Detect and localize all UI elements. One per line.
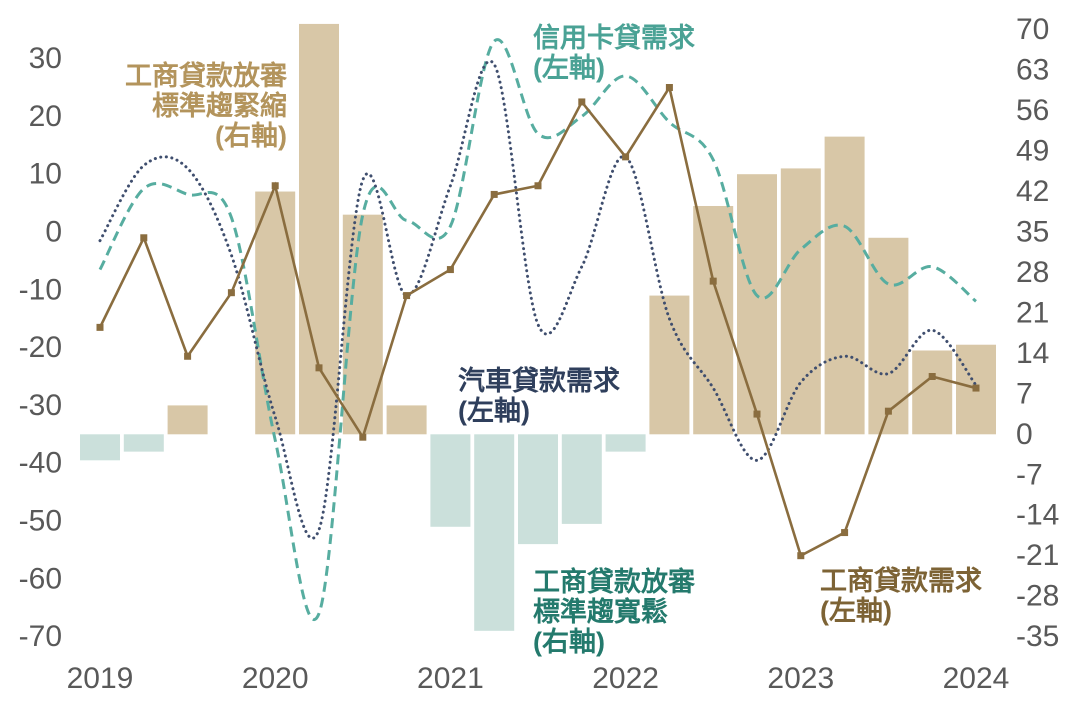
annotation-tightening: 工商貸款放審標準趨緊縮(右軸): [125, 60, 288, 151]
right-axis-tick: -35: [1016, 620, 1059, 653]
x-axis-tick: 2023: [767, 662, 834, 695]
right-axis-tick: 35: [1016, 216, 1049, 249]
bar-standards-tightening: [824, 136, 865, 435]
right-axis-tick: 42: [1016, 175, 1049, 208]
credit-card-demand-line: [98, 38, 977, 622]
right-axis-tick: 0: [1016, 418, 1033, 451]
ci-loan-demand-marker: [622, 153, 630, 161]
right-axis-tick: 49: [1016, 135, 1049, 168]
bar-standards-tightening: [649, 295, 690, 435]
left-axis-tick: -30: [19, 389, 62, 422]
ci-loan-demand-marker: [578, 98, 586, 106]
bar-standards-tightening: [780, 168, 821, 435]
bar-standards-easing: [605, 434, 646, 452]
right-axis-tick: -7: [1016, 458, 1043, 491]
ci-loan-demand-marker: [315, 364, 323, 372]
right-axis-tick: -14: [1016, 499, 1059, 532]
x-axis-tick: 2021: [417, 662, 484, 695]
bar-standards-easing: [430, 434, 471, 527]
ci-loan-demand-marker: [928, 373, 936, 380]
ci-loan-demand-marker: [96, 323, 104, 331]
left-axis-tick: 0: [45, 216, 62, 249]
bar-standards-easing: [123, 434, 164, 452]
x-axis-tick: 2020: [242, 662, 309, 695]
left-axis-tick: -60: [19, 562, 62, 595]
right-axis-tick: 70: [1016, 13, 1049, 46]
bar-standards-tightening: [299, 23, 339, 435]
ci-loan-demand-marker: [797, 552, 805, 560]
ci-loan-demand-marker: [841, 529, 849, 537]
ci-loan-demand-marker: [665, 84, 673, 91]
bar-standards-tightening: [386, 405, 427, 435]
ci-loan-demand-marker: [227, 289, 235, 297]
bar-standards-easing: [80, 434, 120, 461]
bar-standards-tightening: [912, 350, 953, 435]
right-axis-tick: 63: [1016, 54, 1049, 87]
right-axis-tick: -28: [1016, 580, 1059, 613]
ci-loan-demand-marker: [359, 433, 367, 441]
right-axis-tick: 14: [1016, 337, 1049, 370]
ci-loan-demand-marker: [490, 190, 498, 198]
bar-standards-tightening: [255, 191, 296, 435]
x-axis-tick: 2019: [67, 662, 134, 695]
auto-loan-demand-line: [98, 59, 978, 540]
annotation-auto-loan: 汽車貸款需求(左軸): [458, 365, 620, 426]
bar-standards-easing: [474, 434, 515, 631]
right-axis-tick: 56: [1016, 94, 1049, 127]
ci-loan-demand-marker: [972, 384, 980, 392]
annotation-easing: 工商貸款放審標準趨寬鬆(右軸): [533, 566, 696, 657]
left-axis-tick: -20: [19, 331, 62, 364]
left-axis-tick: 20: [29, 100, 62, 133]
left-axis-tick: 30: [29, 42, 62, 75]
left-axis-tick: -40: [19, 447, 62, 480]
ci-loan-demand-marker: [446, 266, 454, 274]
left-axis-tick: 10: [29, 158, 62, 191]
ci-loan-demand-marker: [884, 407, 892, 415]
ci-loan-demand-marker: [709, 277, 717, 285]
bar-standards-easing: [518, 434, 558, 545]
annotation-ci-demand: 工商貸款需求(左軸): [820, 565, 982, 626]
right-axis-tick: 28: [1016, 256, 1049, 289]
bar-standards-easing: [561, 434, 602, 524]
bar-standards-tightening: [167, 405, 208, 435]
ci-loan-demand-marker: [184, 352, 192, 360]
annotation-credit-card: 信用卡貸需求(左軸): [533, 22, 695, 83]
left-axis-tick: -50: [19, 505, 62, 538]
ci-loan-demand-marker: [534, 182, 542, 190]
ci-loan-demand-marker: [403, 292, 411, 300]
x-axis-tick: 2024: [943, 662, 1010, 695]
ci-loan-demand-marker: [753, 410, 761, 418]
right-axis-tick: 7: [1016, 377, 1033, 410]
left-axis-tick: -70: [19, 620, 62, 653]
right-axis-tick: 21: [1016, 296, 1049, 329]
x-axis-tick: 2022: [592, 662, 659, 695]
bar-standards-tightening: [737, 174, 777, 435]
ci-loan-demand-marker: [140, 234, 148, 242]
bar-standards-tightening: [342, 214, 383, 435]
right-axis-tick: -21: [1016, 539, 1059, 572]
left-axis-tick: -10: [19, 273, 62, 306]
ci-loan-demand-marker: [271, 182, 279, 190]
